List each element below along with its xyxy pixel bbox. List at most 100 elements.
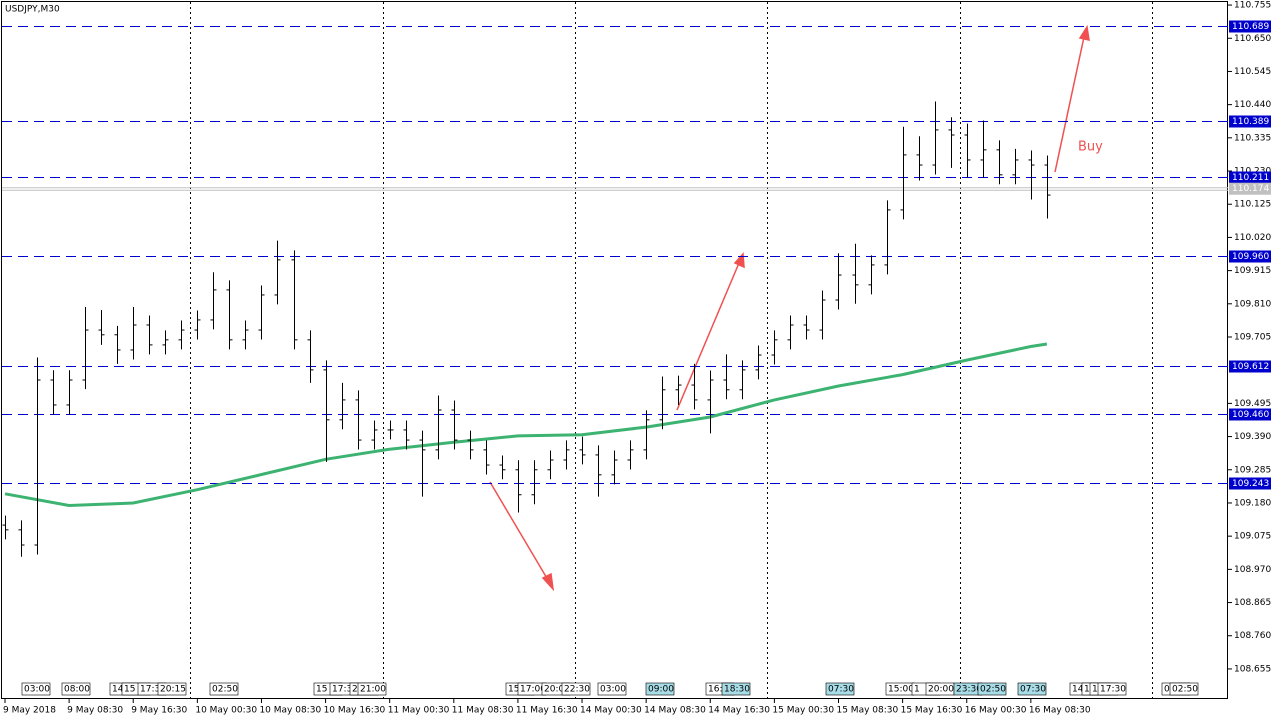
time-marker: 0 [1164, 685, 1170, 695]
y-tick-label: 108.865 [1234, 598, 1271, 608]
level-label: 110.389 [1232, 117, 1269, 127]
time-marker-box [977, 682, 1007, 696]
time-marker: 1 [914, 685, 920, 695]
level-label-box [1229, 408, 1271, 421]
time-marker: 1 [1084, 685, 1090, 695]
arrow-head [733, 252, 745, 269]
chart-title: USDJPY,M30 [5, 5, 60, 15]
x-tick-label: 15 May 00:30 [772, 706, 834, 716]
x-tick-label: 16 May 08:30 [1029, 706, 1091, 716]
price-label-box [1229, 182, 1271, 195]
y-tick-label: 110.650 [1234, 34, 1271, 44]
time-marker-box [1169, 682, 1199, 696]
x-tick-label: 14 May 16:30 [708, 706, 770, 716]
time-marker: 15 [124, 685, 135, 695]
y-tick-label: 109.180 [1234, 498, 1271, 508]
y-tick-label: 110.335 [1234, 133, 1271, 143]
arrows [489, 24, 1090, 592]
y-tick-label: 109.495 [1234, 399, 1271, 409]
x-tick-label: 10 May 00:30 [195, 706, 257, 716]
level-label-box [1229, 250, 1271, 263]
time-marker: 14 [112, 685, 124, 695]
y-tick-label: 110.125 [1234, 200, 1271, 210]
time-marker: 15:00 [888, 685, 914, 695]
y-tick-label: 110.440 [1234, 100, 1271, 110]
time-marker: 14 [1072, 685, 1084, 695]
time-marker: 07:30 [1020, 685, 1046, 695]
time-marker: 23:30 [956, 685, 982, 695]
arrow-head [1078, 24, 1090, 41]
time-marker: 08:00 [64, 685, 90, 695]
bars [2, 101, 1051, 557]
time-marker: 17:3 [332, 685, 352, 695]
time-marker: 02:50 [1172, 685, 1198, 695]
y-tick-label: 108.760 [1234, 631, 1271, 641]
time-marker-box [561, 682, 591, 696]
time-marker: 20:00 [928, 685, 954, 695]
time-marker: 02:50 [980, 685, 1006, 695]
time-marker-box [721, 682, 751, 696]
y-tick-label: 108.970 [1234, 565, 1271, 575]
time-marker: 07:30 [828, 685, 854, 695]
arrow [489, 481, 549, 581]
y-tick-label: 109.705 [1234, 332, 1271, 342]
annotation: Buy [1078, 140, 1103, 155]
price-label: 110.174 [1232, 184, 1269, 194]
time-marker-box [21, 682, 51, 696]
time-marker-box [357, 682, 387, 696]
time-marker-box [825, 682, 855, 696]
y-tick-label: 110.755 [1234, 1, 1271, 11]
time-marker: 09:00 [648, 685, 674, 695]
level-label: 109.243 [1232, 479, 1269, 489]
time-marker-box [1017, 682, 1047, 696]
y-tick-label: 109.390 [1234, 432, 1271, 442]
time-marker-box [645, 682, 675, 696]
time-marker: 15 [508, 685, 519, 695]
level-label-box [1229, 477, 1271, 490]
level-label: 110.211 [1232, 173, 1269, 183]
x-tick-label: 11 May 08:30 [452, 706, 514, 716]
time-marker-box [61, 682, 91, 696]
y-tick-label: 110.020 [1234, 233, 1271, 243]
time-marker: 17:00 [520, 685, 546, 695]
y-tick-label: 109.915 [1234, 266, 1271, 276]
level-label-box [1229, 20, 1271, 33]
y-tick-label: 109.075 [1234, 532, 1271, 542]
level-label-box [1229, 360, 1271, 373]
time-marker: 20:15 [160, 685, 186, 695]
arrow-head [541, 572, 555, 592]
moving-average [4, 342, 1048, 508]
x-tick-label: 9 May 16:30 [131, 706, 187, 716]
time-marker: 21:00 [360, 685, 386, 695]
time-marker: 20:00 [544, 685, 570, 695]
level-label: 109.460 [1232, 410, 1269, 420]
time-marker-box [209, 682, 239, 696]
level-label-box [1229, 115, 1271, 128]
x-tick-label: 11 May 00:30 [388, 706, 450, 716]
time-marker-box [597, 682, 627, 696]
arrow [1054, 36, 1085, 173]
y-tick-label: 108.655 [1234, 664, 1271, 674]
time-marker: 15 [316, 685, 327, 695]
x-tick-label: 9 May 08:30 [67, 706, 123, 716]
x-tick-label: 14 May 08:30 [644, 706, 706, 716]
x-tick-label: 14 May 00:30 [580, 706, 642, 716]
x-tick-label: 16 May 00:30 [965, 706, 1027, 716]
x-tick-label: 10 May 16:30 [324, 706, 386, 716]
y-tick-label: 109.285 [1234, 465, 1271, 475]
time-marker-box [1097, 682, 1127, 696]
time-marker: 17:30 [1100, 685, 1126, 695]
x-tick-label: 11 May 16:30 [516, 706, 578, 716]
level-label: 109.960 [1232, 252, 1269, 262]
time-marker: 22:30 [564, 685, 590, 695]
time-marker: 16: [708, 685, 722, 695]
x-tick-label: 15 May 08:30 [836, 706, 898, 716]
x-tick-label: 15 May 16:30 [901, 706, 963, 716]
x-tick-label: 10 May 08:30 [259, 706, 321, 716]
level-label: 110.689 [1232, 22, 1269, 32]
arrow [676, 262, 740, 411]
time-marker: 18:30 [724, 685, 750, 695]
time-marker: 03:00 [600, 685, 626, 695]
